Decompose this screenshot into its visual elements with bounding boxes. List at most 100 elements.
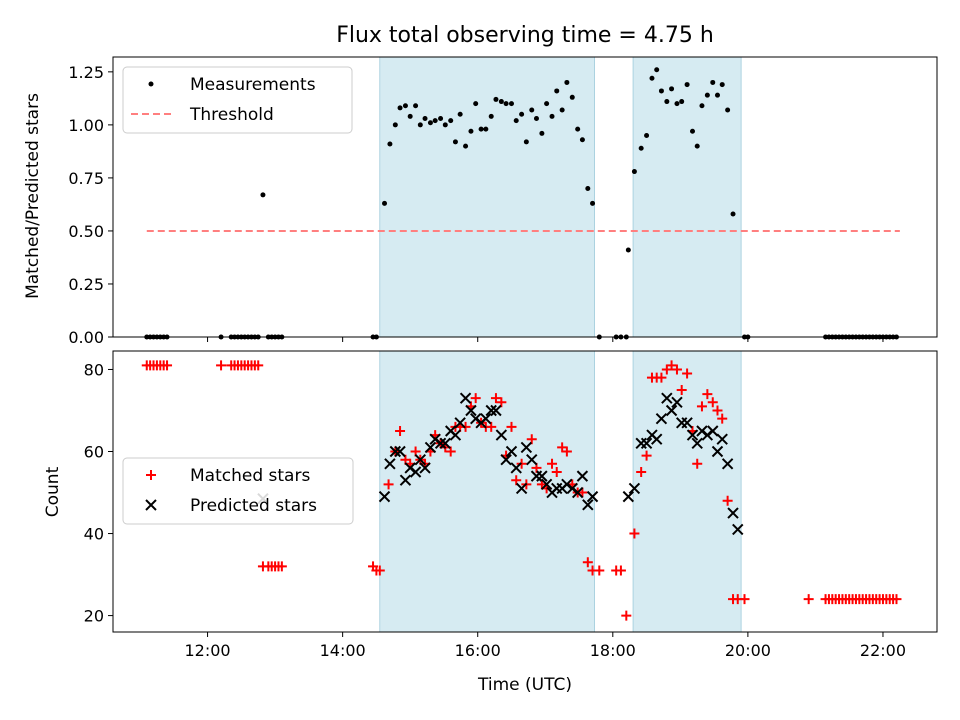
predicted-star-marker [661,392,673,404]
measurement-point [539,130,545,136]
y-tick-label: 0.75 [68,169,104,188]
matched-star-marker [395,425,406,436]
matched-star-marker [621,610,632,621]
predicted-star-marker [409,466,422,478]
y-axis-label-count: Count [43,466,63,517]
predicted-star-marker [721,458,734,470]
y-tick-label: 60 [84,443,104,462]
measurement-point [730,211,736,217]
predicted-star-marker [622,490,635,503]
chart-title: Flux total observing time = 4.75 h [336,23,714,48]
predicted-star-marker [449,429,462,441]
measurement-point [649,75,655,81]
measurement-point [679,99,685,105]
predicted-star-marker [665,404,678,417]
measurement-point [654,67,660,73]
legend-marker-matched [146,470,156,480]
measurement-point [432,118,438,124]
matched-star-marker [671,364,682,375]
legend-label: Measurements [190,75,316,95]
measurement-point [413,103,419,109]
predicted-star-marker [485,404,497,417]
measurement-point [638,145,644,151]
legend-label: Matched stars [190,466,310,486]
measurement-point [554,88,560,94]
y-tick-label: 80 [84,360,104,379]
measurement-point [631,169,637,175]
matched-star-marker [445,446,456,457]
legend-marker-measurements [148,81,154,87]
matched-star-marker [582,557,593,568]
measurement-point [468,128,474,134]
x-tick-label: 20:00 [725,641,771,660]
observing-interval-band [379,56,595,338]
x-tick-label: 14:00 [320,641,366,660]
matched-star-marker [891,594,902,605]
predicted-star-marker [378,490,391,503]
x-tick-label: 12:00 [185,641,231,660]
matched-star-marker [486,421,497,432]
measurement-point [549,113,555,119]
measurement-point [529,107,535,113]
y-tick-label: 0.00 [68,328,104,347]
matched-star-marker [506,421,517,432]
matched-star-marker [739,594,750,605]
measurement-point [392,122,398,128]
predicted-star-marker [711,445,724,458]
matched-star-marker [615,565,626,576]
measurement-point [407,113,413,119]
matched-star-marker [490,393,501,404]
predicted-star-marker [505,445,518,458]
predicted-star-marker [727,507,739,519]
matched-star-marker [162,360,173,371]
matched-star-marker [561,446,572,457]
y-tick-label: 1.00 [68,116,104,135]
measurement-point [579,137,585,143]
y-axis-label-ratio: Matched/Predicted stars [23,93,43,299]
x-tick-label: 22:00 [860,641,906,660]
matched-star-marker [253,360,264,371]
predicted-star-marker [500,454,512,466]
predicted-star-marker [384,458,396,470]
predicted-star-marker [655,412,668,425]
measurement-point [590,200,596,206]
predicted-star-marker [459,392,472,404]
predicted-star-marker [571,486,584,499]
measurement-point [544,101,550,107]
measurement-point [457,111,463,117]
measurement-point [508,101,514,107]
measurement-point [569,94,575,100]
measurement-point [427,120,433,126]
predicted-star-marker [686,429,699,441]
measurement-point [664,99,670,105]
matched-star-marker [594,565,605,576]
axes-frame [112,56,938,338]
measurement-point [725,107,731,113]
matched-star-marker [707,397,718,408]
predicted-star-marker [465,404,477,417]
predicted-star-marker [424,441,437,454]
predicted-star-marker [394,445,406,458]
matched-star-marker [511,475,522,486]
predicted-star-marker [681,417,693,429]
predicted-star-marker [576,470,589,482]
predicted-star-marker [399,474,412,486]
predicted-star-marker [628,482,641,495]
x-tick-label: 16:00 [455,641,501,660]
predicted-star-marker [434,437,447,450]
measurement-point [559,107,565,113]
ratio-subplot: 0.00 0.25 0.50 0.75 1.00 1.25 Measurements Thre… [68,56,938,347]
measurement-point [690,128,696,134]
predicted-star-marker [480,412,492,425]
measurement-point [422,116,428,122]
measurement-point [463,143,469,149]
observing-interval-band [632,350,742,633]
measurement-point [674,101,680,107]
measurement-point [625,247,631,253]
measurement-point [699,103,705,109]
y-tick-label: 0.50 [68,222,104,241]
predicted-star-marker [691,437,703,450]
observing-interval-band [379,350,595,633]
matched-star-marker [383,479,394,490]
measurement-point [714,92,720,98]
